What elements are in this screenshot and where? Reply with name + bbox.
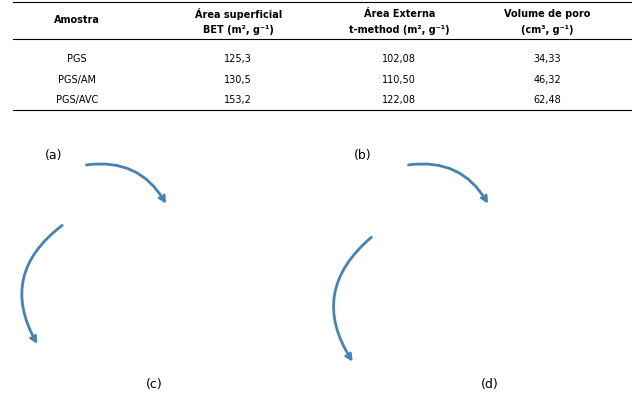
Text: PGS/AM: PGS/AM	[58, 75, 97, 84]
Text: BET (m², g⁻¹): BET (m², g⁻¹)	[203, 24, 274, 34]
Text: (cm³, g⁻¹): (cm³, g⁻¹)	[521, 24, 574, 34]
Text: Área superficial: Área superficial	[194, 8, 282, 19]
Text: (a): (a)	[45, 148, 62, 161]
Text: 125,3: 125,3	[224, 54, 252, 64]
Text: (d): (d)	[480, 377, 498, 390]
Text: PGS: PGS	[68, 54, 87, 64]
Text: (c): (c)	[146, 377, 163, 390]
Text: 110,50: 110,50	[383, 75, 416, 84]
Text: Amostra: Amostra	[54, 15, 100, 26]
Text: 102,08: 102,08	[383, 54, 416, 64]
Text: 122,08: 122,08	[383, 95, 416, 105]
Text: (b): (b)	[354, 148, 372, 161]
Text: Área Externa: Área Externa	[364, 9, 435, 19]
Text: 130,5: 130,5	[224, 75, 252, 84]
Text: 46,32: 46,32	[533, 75, 562, 84]
Text: 153,2: 153,2	[224, 95, 252, 105]
Text: t-method (m², g⁻¹): t-method (m², g⁻¹)	[349, 24, 450, 34]
Text: 62,48: 62,48	[533, 95, 562, 105]
Text: 34,33: 34,33	[534, 54, 561, 64]
Text: PGS/AVC: PGS/AVC	[56, 95, 99, 105]
Text: Volume de poro: Volume de poro	[504, 9, 591, 19]
